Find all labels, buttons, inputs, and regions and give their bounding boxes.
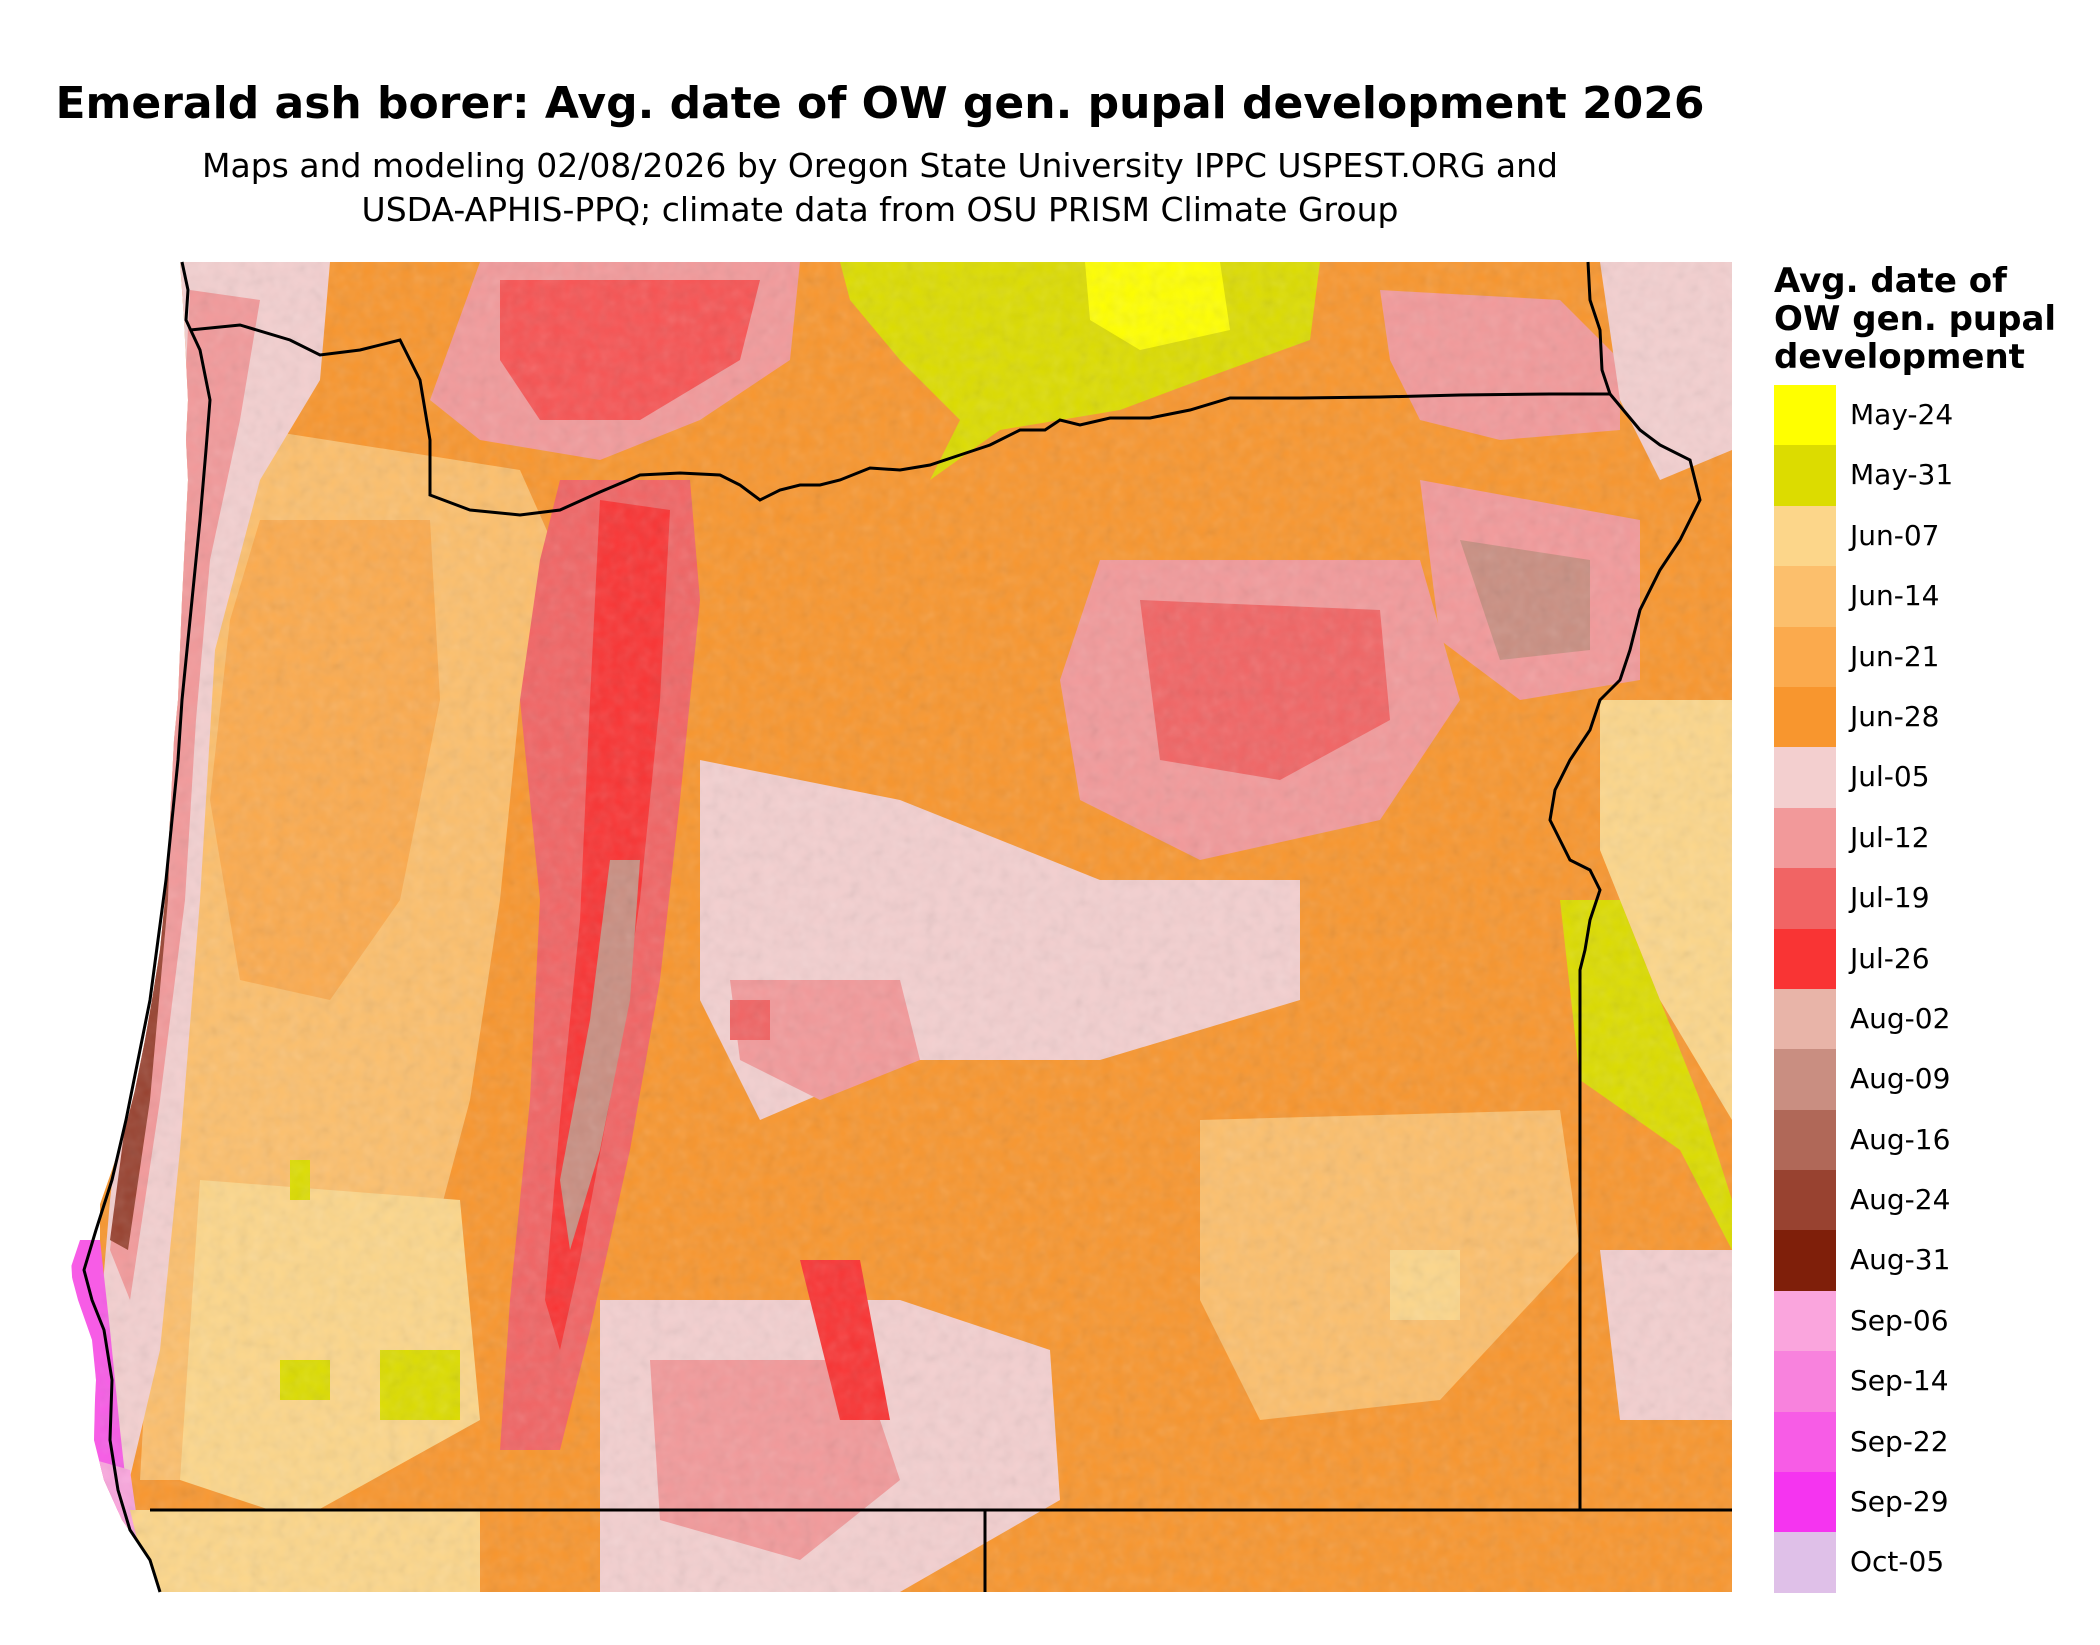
legend-title-line-1: Avg. date of xyxy=(1774,261,2007,301)
legend-swatch xyxy=(1774,686,1836,748)
legend-swatch xyxy=(1774,868,1836,930)
subtitle-line-1: Maps and modeling 02/08/2026 by Oregon S… xyxy=(202,146,1558,185)
legend-label: May-31 xyxy=(1850,458,1954,492)
columbia-river-border xyxy=(189,323,1610,517)
legend-label: Sep-29 xyxy=(1850,1485,1949,1519)
legend-swatch xyxy=(1774,1109,1836,1171)
snake-river-border xyxy=(1548,393,1702,1510)
legend-label: Aug-24 xyxy=(1850,1183,1951,1217)
legend-label: Aug-09 xyxy=(1850,1062,1951,1096)
legend-swatch xyxy=(1774,1472,1836,1534)
map-subtitle: Maps and modeling 02/08/2026 by Oregon S… xyxy=(0,144,1760,232)
legend-label: Sep-06 xyxy=(1850,1303,1949,1337)
legend-swatch xyxy=(1774,385,1836,446)
legend-label: Jun-14 xyxy=(1850,579,1940,613)
legend-label: Jul-26 xyxy=(1850,941,1930,975)
legend-label: Aug-16 xyxy=(1850,1122,1951,1156)
legend-label: Jun-07 xyxy=(1850,518,1940,552)
boundary-lines xyxy=(82,261,1732,1593)
legend-swatch xyxy=(1774,626,1836,688)
legend-label: Oct-05 xyxy=(1850,1545,1945,1579)
legend-swatch xyxy=(1774,1290,1836,1352)
legend-swatch xyxy=(1774,1230,1836,1292)
legend-label: Jul-05 xyxy=(1850,760,1930,794)
legend-title: Avg. date of OW gen. pupal development xyxy=(1774,262,2056,376)
legend-swatch xyxy=(1774,1411,1836,1473)
legend-swatch xyxy=(1774,445,1836,507)
legend-label: Sep-14 xyxy=(1850,1364,1949,1398)
legend-title-line-3: development xyxy=(1774,337,2025,377)
raster-layer xyxy=(70,262,1732,1592)
wa-idaho-border xyxy=(1586,261,1612,395)
legend-swatch xyxy=(1774,1049,1836,1111)
legend-label: Sep-22 xyxy=(1850,1424,1949,1458)
legend-label: May-24 xyxy=(1850,398,1954,431)
legend-label: Aug-02 xyxy=(1850,1001,1951,1035)
legend-label: Aug-31 xyxy=(1850,1243,1951,1277)
legend-label: Jul-12 xyxy=(1850,820,1930,854)
legend-swatch xyxy=(1774,807,1836,869)
legend-label: Jun-21 xyxy=(1850,639,1940,673)
legend-swatch xyxy=(1774,505,1836,567)
legend-swatch xyxy=(1774,988,1836,1050)
legend-swatch xyxy=(1774,1351,1836,1413)
legend-swatch xyxy=(1774,566,1836,628)
legend-swatch xyxy=(1774,1532,1836,1594)
legend-label: Jul-19 xyxy=(1850,881,1930,915)
legend-label: Jun-28 xyxy=(1850,699,1940,733)
legend-title-line-2: OW gen. pupal xyxy=(1774,299,2057,339)
raster-texture xyxy=(100,262,1732,1592)
legend-swatch xyxy=(1774,1170,1836,1232)
legend-swatch xyxy=(1774,928,1836,990)
subtitle-line-2: USDA-APHIS-PPQ; climate data from OSU PR… xyxy=(361,190,1399,229)
map-title: Emerald ash borer: Avg. date of OW gen. … xyxy=(55,78,1705,129)
legend-swatch xyxy=(1774,747,1836,809)
coastline xyxy=(82,261,212,1593)
